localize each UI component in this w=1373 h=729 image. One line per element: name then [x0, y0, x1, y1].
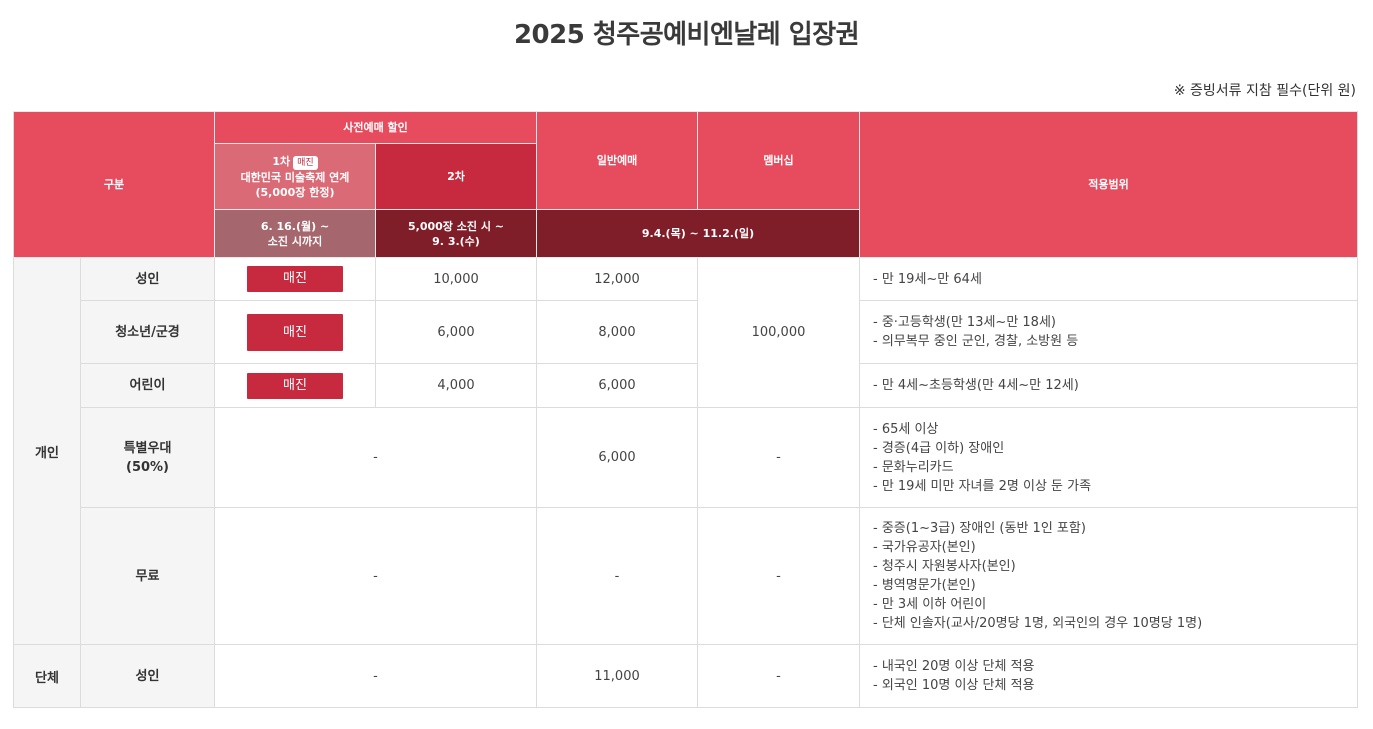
scope-cell: - 65세 이상 - 경증(4급 이하) 장애인 - 문화누리카드 - 만 19…: [859, 407, 1358, 508]
header-membership: 멤버십: [697, 111, 860, 210]
sold-out-badge: 매진: [293, 155, 318, 170]
scope-line: - 중·고등학생(만 13세~만 18세): [873, 315, 1056, 330]
table-row: 개인 성인 매진 10,000 12,000 100,000 - 만 19세~만…: [13, 257, 1358, 645]
scope-line: - 만 19세~만 64세: [873, 271, 982, 287]
price-cell: 4,000: [375, 363, 537, 408]
price-cell: -: [697, 644, 860, 708]
category-individual: 개인: [13, 257, 81, 645]
scope-line: - 외국인 10명 이상 단체 적용: [873, 678, 1035, 693]
price-cell: 12,000: [536, 257, 698, 301]
header-scope: 적용범위: [859, 111, 1358, 258]
header-general: 일반예매: [536, 111, 698, 210]
scope-line: - 단체 인솔자(교사/20명당 1명, 외국인의 경우 10명당 1명): [873, 616, 1203, 631]
row-label-child: 어린이: [80, 363, 215, 408]
special-rate: (50%): [126, 459, 169, 475]
row-label-group-adult: 성인: [80, 644, 215, 708]
second-round-period: 5,000장 소진 시 ~ 9. 3.(수): [375, 209, 537, 258]
price-cell: -: [214, 644, 537, 708]
sold-out-label: 매진: [247, 266, 343, 292]
scope-cell: - 중·고등학생(만 13세~만 18세) - 의무복무 중인 군인, 경찰, …: [859, 300, 1358, 364]
special-label: 특별우대: [123, 440, 172, 456]
scope-cell: - 중증(1~3급) 장애인 (동반 1인 포함) - 국가유공자(본인) - …: [859, 507, 1358, 645]
table-row: 무료 - - - - 중증(1~3급) 장애인 (동반 1인 포함) - 국가유…: [14, 507, 1358, 645]
table-row: 어린이 매진 4,000 6,000 - 만 4세~초등학생(만 4세~만 12…: [14, 363, 1358, 408]
header-first-round: 1차 매진 대한민국 미술축제 연계 (5,000장 한정): [214, 143, 376, 210]
scope-line: - 만 4세~초등학생(만 4세~만 12세): [873, 378, 1079, 393]
scope-line: - 만 19세 미만 자녀를 2명 이상 둔 가족: [873, 478, 1092, 494]
header-category: 구분: [13, 111, 215, 258]
price-cell: -: [536, 507, 698, 645]
price-cell: -: [214, 407, 537, 508]
price-cell: -: [697, 507, 860, 645]
table-row: 특별우대 (50%) - 6,000 - - 65세 이상 - 경증(4급 이하…: [14, 407, 1358, 508]
scope-cell: - 만 4세~초등학생(만 4세~만 12세): [859, 363, 1358, 408]
scope-line: - 청주시 자원봉사자(본인): [873, 559, 1016, 574]
evidence-note: ※ 증빙서류 지참 필수(단위 원): [1173, 83, 1356, 99]
price-cell: 8,000: [536, 300, 698, 364]
scope-line: - 국가유공자(본인): [873, 540, 976, 555]
row-label-special: 특별우대 (50%): [80, 407, 215, 508]
first-round-period: 6. 16.(월) ~ 소진 시까지: [214, 209, 376, 258]
first-round-label: 1차: [272, 154, 291, 168]
scope-cell: - 내국인 20명 이상 단체 적용 - 외국인 10명 이상 단체 적용: [859, 644, 1358, 708]
category-group: 단체: [13, 644, 81, 708]
page-title: 2025 청주공예비엔날레 입장권: [513, 20, 860, 50]
first-period-start: 6. 16.(월) ~: [260, 219, 330, 233]
first-round-desc: 대한민국 미술축제 연계: [240, 170, 350, 184]
first-period-end: 소진 시까지: [267, 234, 323, 248]
scope-cell: - 만 19세~만 64세: [859, 257, 1358, 301]
scope-line: - 중증(1~3급) 장애인 (동반 1인 포함): [873, 521, 1086, 536]
general-period: 9.4.(목) ~ 11.2.(일): [536, 209, 860, 258]
price-cell: -: [214, 507, 537, 645]
price-cell: 10,000: [375, 257, 537, 301]
price-cell: 6,000: [375, 300, 537, 364]
table-row: 단체 성인 - 11,000 - - 내국인 20명 이상 단체 적용 - 외국…: [13, 644, 1358, 708]
sold-out-label: 매진: [247, 372, 343, 399]
scope-line: - 내국인 20명 이상 단체 적용: [873, 659, 1035, 674]
price-cell: 6,000: [536, 363, 698, 408]
scope-line: - 경증(4급 이하) 장애인: [873, 440, 1005, 456]
table-row: 청소년/군경 매진 6,000 8,000 - 중·고등학생(만 13세~만 1…: [14, 300, 1358, 364]
header-second-round: 2차: [375, 143, 537, 210]
price-cell: -: [697, 407, 860, 508]
second-period-end: 9. 3.(수): [432, 234, 480, 248]
scope-line: - 병역명문가(본인): [873, 578, 976, 593]
scope-line: - 만 3세 이하 어린이: [873, 597, 987, 612]
price-cell: 6,000: [536, 407, 698, 508]
row-label-free: 무료: [80, 507, 215, 645]
membership-price: 100,000: [697, 257, 860, 408]
sold-out-label: 매진: [247, 313, 343, 351]
scope-line: - 의무복무 중인 군인, 경찰, 소방원 등: [873, 334, 1079, 349]
second-period-start: 5,000장 소진 시 ~: [408, 219, 504, 233]
header-advance-discount: 사전예매 할인: [214, 111, 537, 144]
scope-line: - 65세 이상: [873, 421, 939, 437]
price-cell: 11,000: [536, 644, 698, 708]
first-round-limit: (5,000장 한정): [255, 185, 335, 199]
ticket-price-table: 구분 사전예매 할인 일반예매 멤버십 적용범위 1차 매진 대한민국 미술축제 …: [13, 111, 1358, 708]
row-label-youth: 청소년/군경: [80, 300, 215, 364]
row-label-adult: 성인: [80, 257, 215, 301]
scope-line: - 문화누리카드: [873, 459, 954, 475]
